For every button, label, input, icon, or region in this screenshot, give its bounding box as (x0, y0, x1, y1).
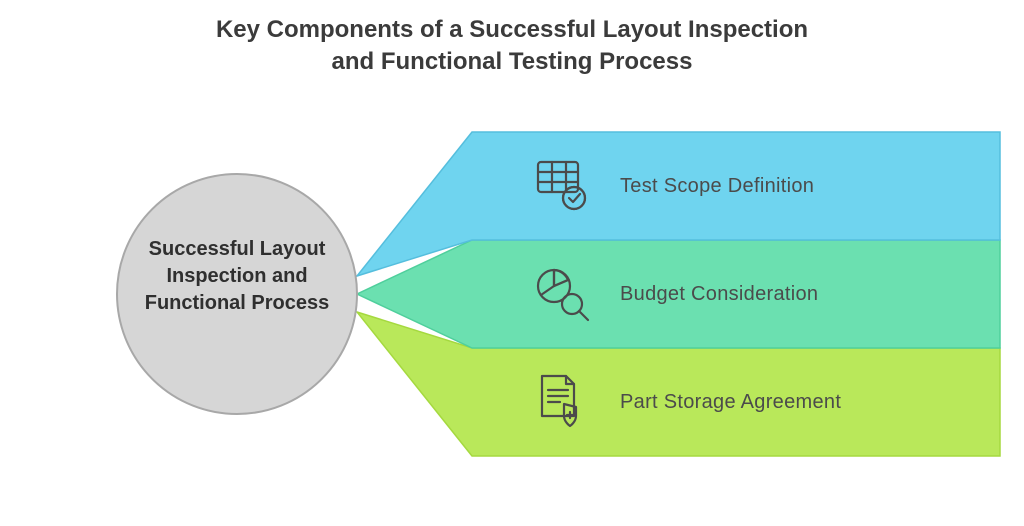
lane-storage-label: Part Storage Agreement (620, 391, 841, 414)
lane-budget: Budget Consideration (530, 262, 990, 326)
lane-scope: Test Scope Definition (530, 154, 990, 218)
diagram-stage: Successful Layout Inspection and Functio… (0, 98, 1024, 508)
hub-label: Successful Layout Inspection and Functio… (122, 236, 352, 317)
title-line-2: and Functional Testing Process (332, 48, 693, 75)
lane-storage: Part Storage Agreement (530, 370, 990, 434)
page-title: Key Components of a Successful Layout In… (0, 0, 1024, 79)
lane-budget-label: Budget Consideration (620, 283, 818, 306)
storage-icon (530, 370, 594, 434)
scope-icon (530, 154, 594, 218)
budget-icon (530, 262, 594, 326)
lane-scope-label: Test Scope Definition (620, 175, 814, 198)
title-line-1: Key Components of a Successful Layout In… (216, 16, 808, 43)
